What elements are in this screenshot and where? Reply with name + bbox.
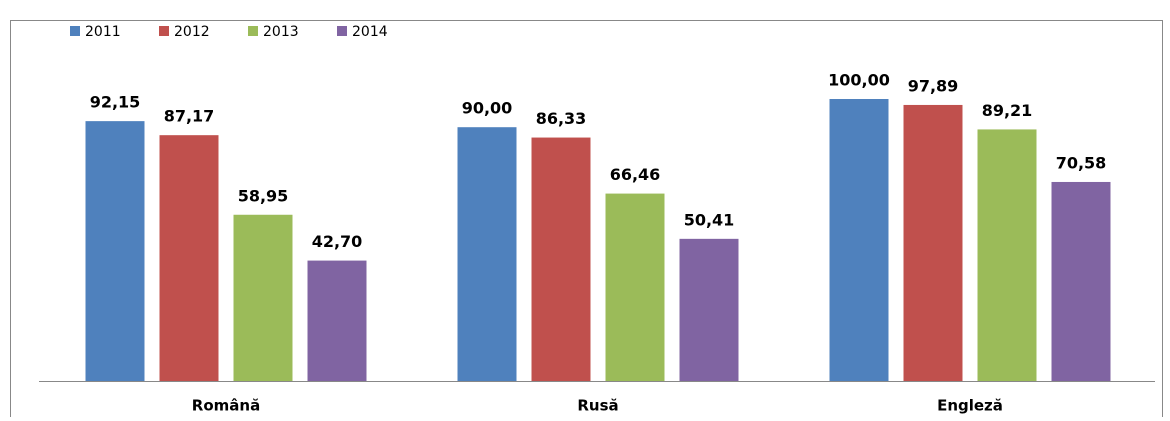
legend-swatch xyxy=(70,26,80,36)
x-tick-label: Rusă xyxy=(577,397,618,415)
bar xyxy=(679,238,739,381)
bar xyxy=(233,214,293,381)
value-label: 66,46 xyxy=(610,165,661,184)
value-label: 50,41 xyxy=(684,210,735,229)
bar xyxy=(1051,181,1111,381)
bar xyxy=(307,260,367,381)
bar xyxy=(605,193,665,381)
legend-label: 2011 xyxy=(85,24,121,40)
value-label: 92,15 xyxy=(90,93,141,112)
value-label: 70,58 xyxy=(1056,153,1107,172)
bar xyxy=(903,104,963,382)
legend-swatch xyxy=(159,26,169,36)
value-label: 100,00 xyxy=(828,71,890,90)
value-label: 42,70 xyxy=(312,232,363,251)
bar xyxy=(85,121,145,382)
value-label: 58,95 xyxy=(238,186,289,205)
legend-label: 2013 xyxy=(263,24,299,40)
legend-swatch xyxy=(337,26,347,36)
bar xyxy=(457,127,517,381)
bar xyxy=(159,135,219,381)
value-label: 87,17 xyxy=(164,107,215,126)
x-tick-label: Engleză xyxy=(937,397,1003,415)
value-label: 90,00 xyxy=(462,99,513,118)
value-label: 97,89 xyxy=(908,76,959,95)
legend-label: 2012 xyxy=(174,24,210,40)
bar xyxy=(531,137,591,381)
legend-swatch xyxy=(248,26,258,36)
bar xyxy=(829,99,889,381)
x-tick-label: Română xyxy=(192,397,260,415)
value-label: 86,33 xyxy=(536,109,587,128)
legend-label: 2014 xyxy=(352,24,388,40)
value-label: 89,21 xyxy=(982,101,1033,120)
bar xyxy=(977,129,1037,381)
